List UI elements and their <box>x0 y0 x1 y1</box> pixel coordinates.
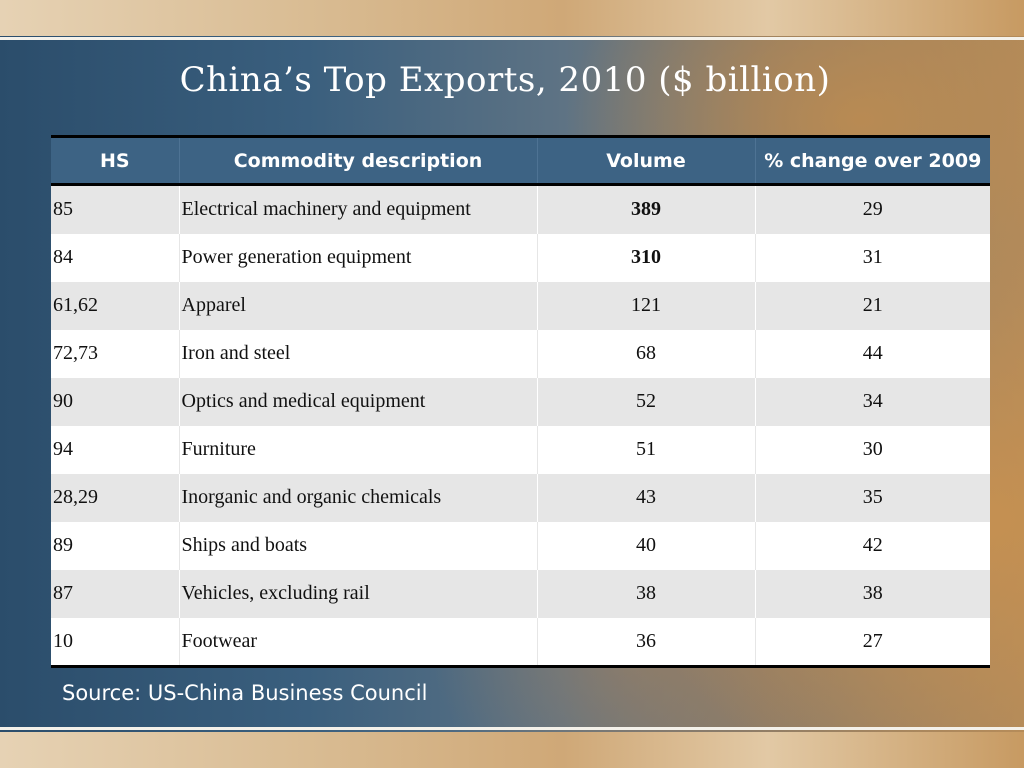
slide-title: China’s Top Exports, 2010 ($ billion) <box>179 60 831 100</box>
exports-table: HS Commodity description Volume % change… <box>51 138 990 665</box>
table-row: 61,62 Apparel 121 21 <box>51 281 990 330</box>
cell-volume: 38 <box>537 569 756 618</box>
cell-volume: 51 <box>537 425 756 474</box>
header-row: HS Commodity description Volume % change… <box>51 138 990 186</box>
cell-description: Vehicles, excluding rail <box>179 569 538 618</box>
cell-hs: 72,73 <box>51 329 180 378</box>
header-volume: Volume <box>537 138 756 186</box>
cell-percent-change: 42 <box>755 521 990 570</box>
table-header: HS Commodity description Volume % change… <box>51 138 990 186</box>
cell-hs: 10 <box>51 617 180 665</box>
cell-hs: 89 <box>51 521 180 570</box>
cell-percent-change: 35 <box>755 473 990 522</box>
cell-percent-change: 29 <box>755 184 990 234</box>
cell-description: Power generation equipment <box>179 233 538 282</box>
table-row: 87 Vehicles, excluding rail 38 38 <box>51 569 990 618</box>
cell-volume: 68 <box>537 329 756 378</box>
table-row: 28,29 Inorganic and organic chemicals 43 35 <box>51 473 990 522</box>
cell-description: Iron and steel <box>179 329 538 378</box>
cell-volume: 43 <box>537 473 756 522</box>
top-divider <box>0 37 1024 40</box>
cell-description: Footwear <box>179 617 538 665</box>
table-row: 85 Electrical machinery and equipment 389 2… <box>51 184 990 234</box>
cell-hs: 61,62 <box>51 281 180 330</box>
cell-description: Furniture <box>179 425 538 474</box>
cell-volume: 40 <box>537 521 756 570</box>
cell-percent-change: 38 <box>755 569 990 618</box>
table-row: 94 Furniture 51 30 <box>51 425 990 474</box>
cell-hs: 85 <box>51 184 180 234</box>
cell-volume: 310 <box>537 233 756 282</box>
cell-volume: 52 <box>537 377 756 426</box>
cell-description: Electrical machinery and equipment <box>179 184 538 234</box>
exports-table-container: HS Commodity description Volume % change… <box>51 135 990 668</box>
top-decorative-band <box>0 0 1024 36</box>
bottom-divider <box>0 727 1024 730</box>
cell-hs: 94 <box>51 425 180 474</box>
header-percent-change: % change over 2009 <box>755 138 990 186</box>
cell-hs: 87 <box>51 569 180 618</box>
cell-hs: 84 <box>51 233 180 282</box>
cell-volume: 389 <box>537 184 756 234</box>
cell-description: Apparel <box>179 281 538 330</box>
cell-percent-change: 30 <box>755 425 990 474</box>
cell-volume: 36 <box>537 617 756 665</box>
table-row: 10 Footwear 36 27 <box>51 617 990 665</box>
cell-volume: 121 <box>537 281 756 330</box>
source-note: Source: US-China Business Council <box>62 681 428 705</box>
cell-hs: 90 <box>51 377 180 426</box>
table-row: 84 Power generation equipment 310 31 <box>51 233 990 282</box>
cell-percent-change: 31 <box>755 233 990 282</box>
table-row: 72,73 Iron and steel 68 44 <box>51 329 990 378</box>
header-hs: HS <box>51 138 180 186</box>
table-body: 85 Electrical machinery and equipment 389 2… <box>51 184 990 665</box>
table-row: 89 Ships and boats 40 42 <box>51 521 990 570</box>
bottom-decorative-band <box>0 732 1024 768</box>
cell-description: Ships and boats <box>179 521 538 570</box>
cell-percent-change: 34 <box>755 377 990 426</box>
cell-description: Inorganic and organic chemicals <box>179 473 538 522</box>
header-commodity-description: Commodity description <box>179 138 538 186</box>
cell-percent-change: 27 <box>755 617 990 665</box>
cell-percent-change: 44 <box>755 329 990 378</box>
table-row: 90 Optics and medical equipment 52 34 <box>51 377 990 426</box>
cell-description: Optics and medical equipment <box>179 377 538 426</box>
cell-hs: 28,29 <box>51 473 180 522</box>
cell-percent-change: 21 <box>755 281 990 330</box>
